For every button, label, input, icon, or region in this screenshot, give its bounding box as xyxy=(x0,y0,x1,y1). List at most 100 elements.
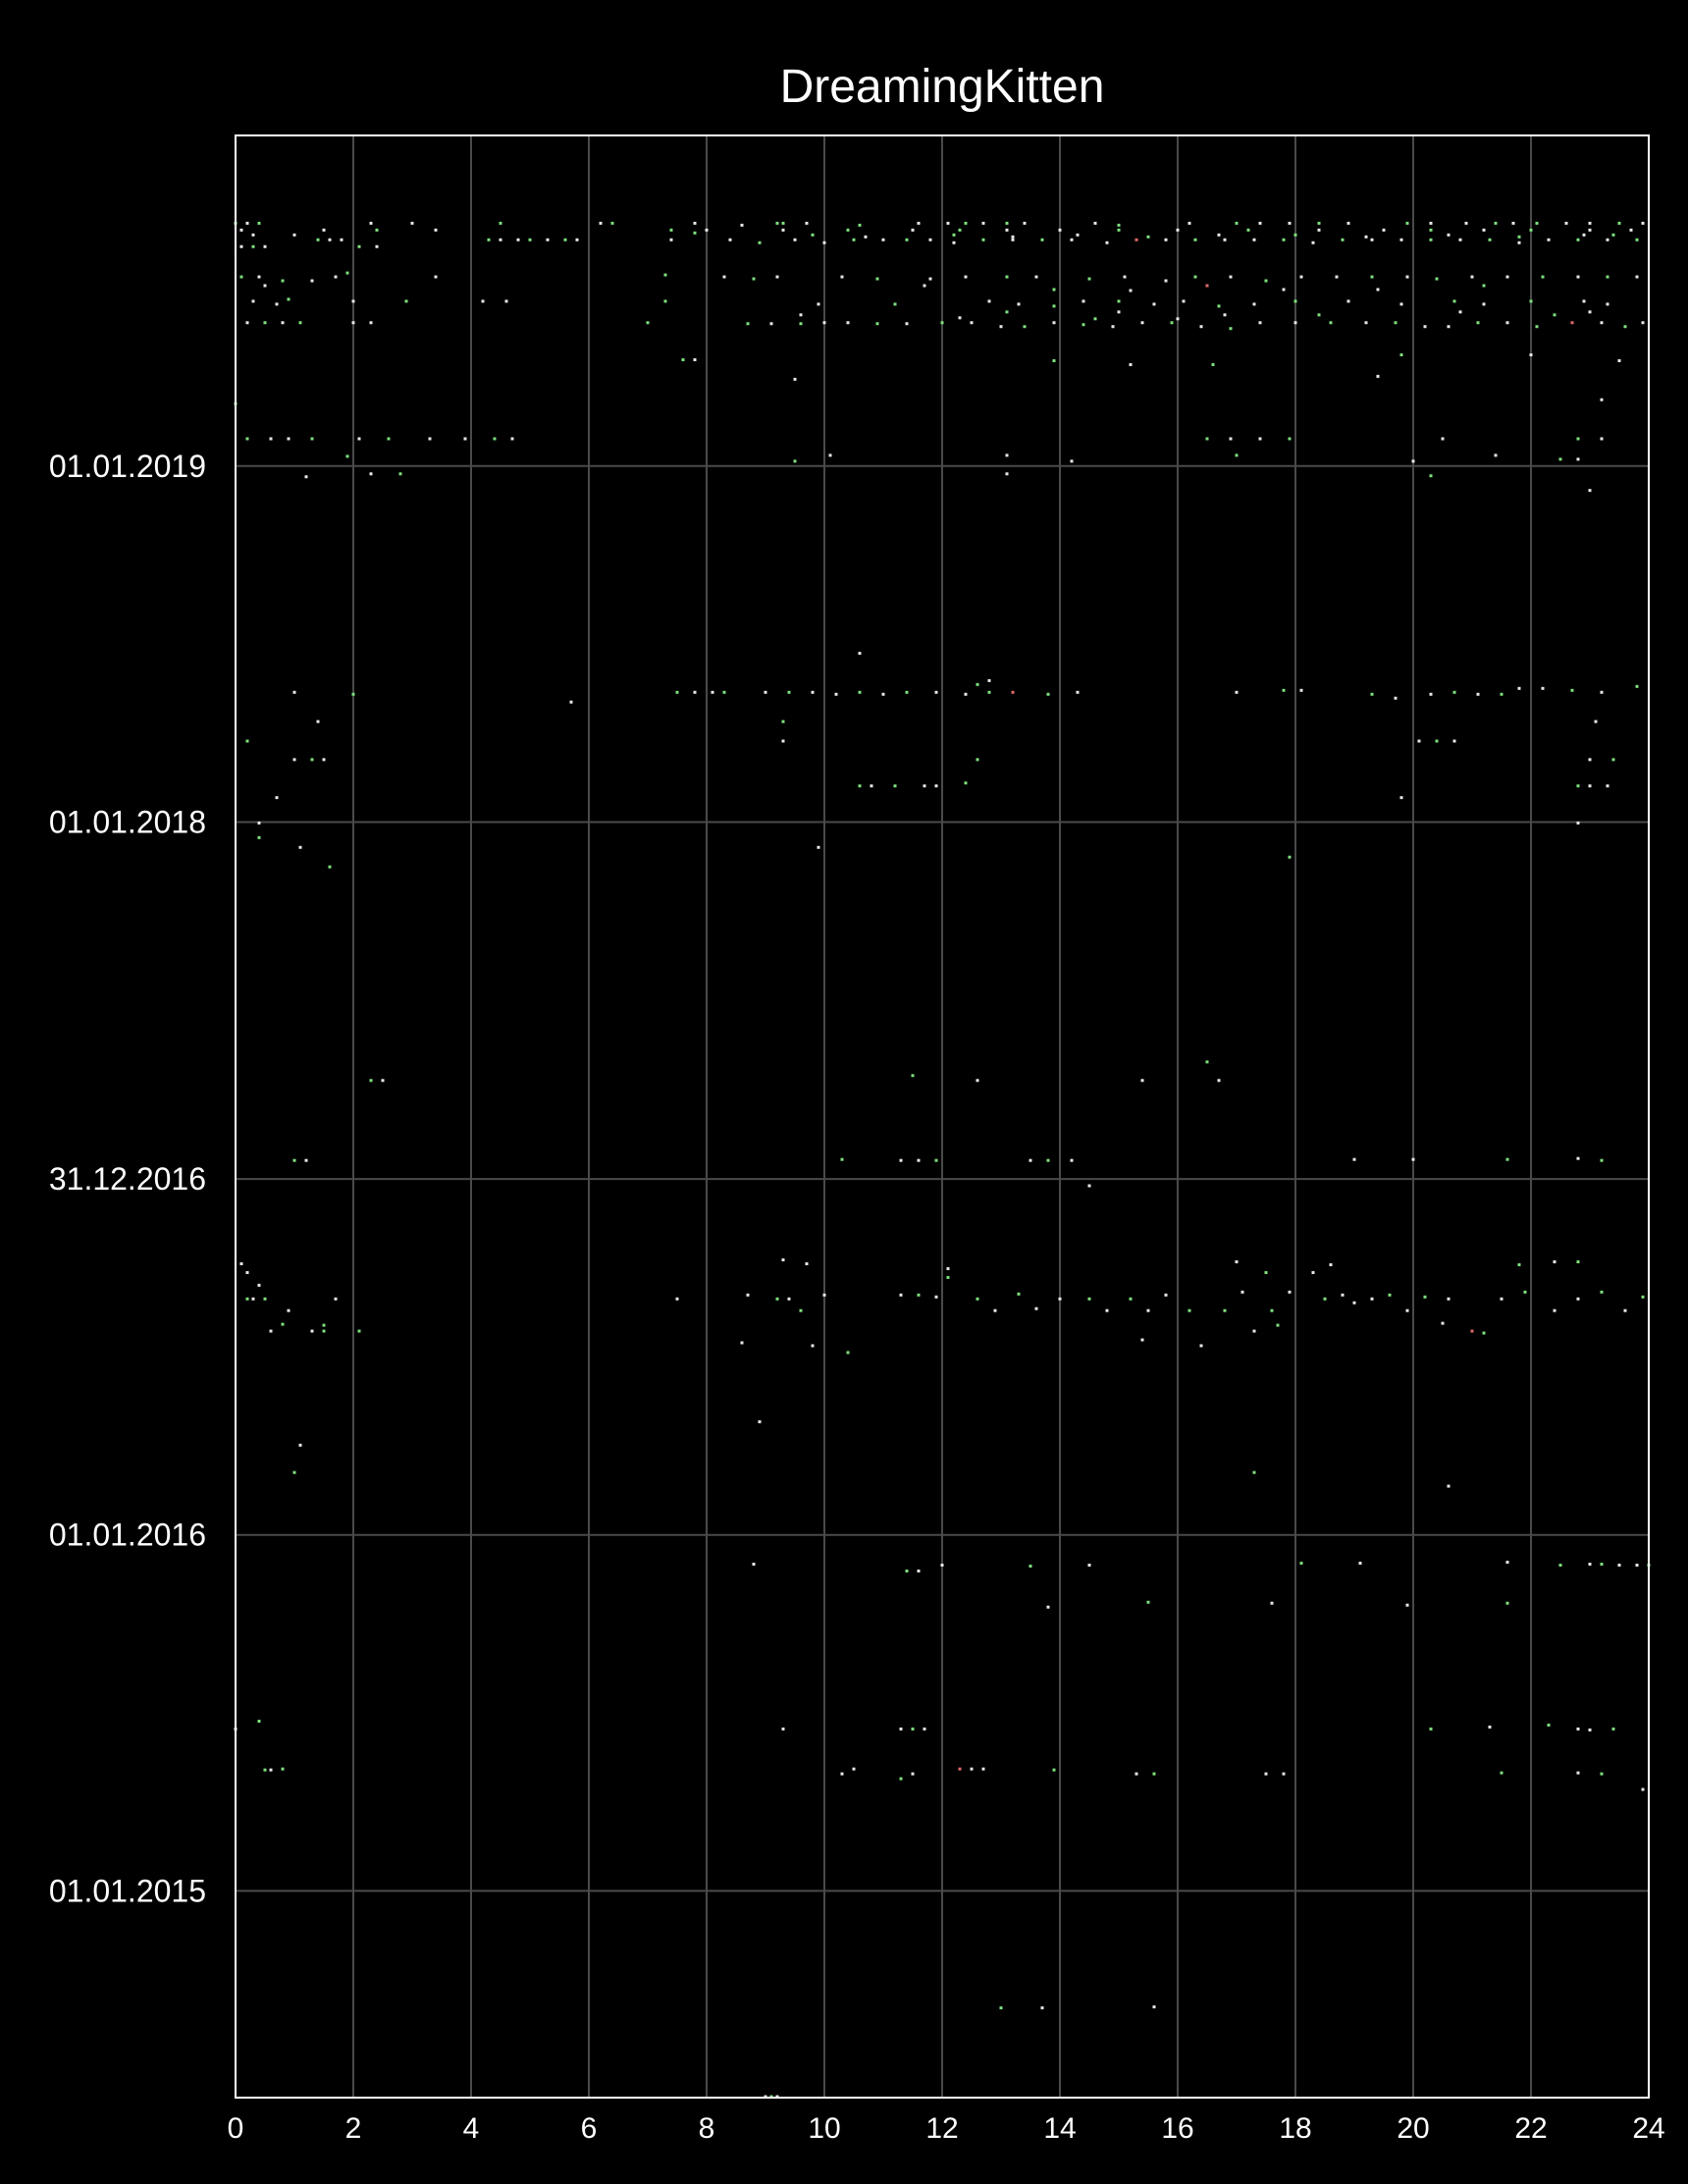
data-point xyxy=(1087,1564,1091,1568)
data-point xyxy=(1005,221,1009,225)
data-point xyxy=(899,1293,903,1297)
data-point xyxy=(1617,359,1621,363)
x-tick-label: 0 xyxy=(228,2112,244,2145)
data-point xyxy=(740,223,744,227)
data-point xyxy=(351,321,355,325)
data-point xyxy=(1429,228,1433,232)
data-point xyxy=(1447,233,1451,237)
data-point xyxy=(1541,686,1545,690)
data-point xyxy=(398,472,402,476)
data-point xyxy=(1288,437,1292,441)
data-point xyxy=(310,758,314,762)
data-point xyxy=(811,1344,815,1348)
data-point xyxy=(1311,1270,1315,1274)
data-point xyxy=(1529,228,1533,232)
data-point xyxy=(805,221,809,225)
data-point xyxy=(357,437,361,441)
data-point xyxy=(257,835,261,839)
data-point xyxy=(1270,1308,1274,1312)
data-point xyxy=(1388,1293,1392,1297)
data-point xyxy=(1611,758,1615,762)
data-point xyxy=(1576,1297,1580,1301)
data-point xyxy=(1352,1301,1356,1305)
data-point xyxy=(646,321,650,325)
data-point xyxy=(434,228,438,232)
data-point xyxy=(1588,221,1592,225)
data-point xyxy=(946,1275,950,1279)
data-point xyxy=(245,1270,249,1274)
data-point xyxy=(1040,2006,1044,2010)
y-tick-label: 01.01.2016 xyxy=(49,1518,206,1553)
data-point xyxy=(928,277,932,281)
data-point xyxy=(1617,221,1621,225)
data-point xyxy=(970,321,974,325)
data-point xyxy=(434,275,438,279)
data-point xyxy=(1005,275,1009,279)
data-point xyxy=(1435,277,1439,281)
data-point xyxy=(875,277,879,281)
data-point xyxy=(817,845,820,849)
data-point xyxy=(1293,299,1297,303)
data-point xyxy=(1641,221,1645,225)
data-point xyxy=(1076,690,1080,694)
data-point xyxy=(1052,288,1056,292)
x-tick-label: 20 xyxy=(1397,2112,1429,2145)
data-point xyxy=(799,1308,803,1312)
data-point xyxy=(345,454,349,458)
data-point xyxy=(911,1772,915,1776)
data-point xyxy=(999,325,1003,329)
data-point xyxy=(1134,238,1138,241)
data-point xyxy=(1547,238,1551,241)
data-point xyxy=(1529,299,1533,303)
data-point xyxy=(1229,437,1233,441)
data-point xyxy=(334,275,338,279)
data-point xyxy=(1117,228,1121,232)
data-point xyxy=(1093,317,1097,321)
data-point xyxy=(1046,1605,1050,1609)
data-point xyxy=(1423,1295,1427,1299)
data-point xyxy=(946,1266,950,1270)
data-point xyxy=(805,1262,809,1266)
data-point xyxy=(711,690,714,694)
data-point xyxy=(304,475,308,479)
data-point xyxy=(852,1767,856,1771)
data-point xyxy=(1087,1184,1091,1188)
data-point xyxy=(1429,221,1433,225)
data-point xyxy=(1052,1768,1056,1772)
data-point xyxy=(1358,1562,1362,1566)
data-point xyxy=(1093,221,1097,225)
data-point xyxy=(1176,317,1180,321)
data-point xyxy=(369,1079,373,1083)
data-point xyxy=(934,1295,938,1299)
data-point xyxy=(1058,1297,1062,1301)
data-point xyxy=(1553,313,1556,317)
data-point xyxy=(1329,321,1333,325)
data-point xyxy=(304,1158,308,1162)
data-point xyxy=(1588,310,1592,314)
data-point xyxy=(1081,323,1085,327)
data-point xyxy=(999,2006,1003,2010)
data-point xyxy=(905,1569,909,1572)
data-point xyxy=(245,437,249,441)
data-point xyxy=(1152,302,1156,306)
data-point xyxy=(369,221,373,225)
data-point xyxy=(1346,299,1350,303)
data-point xyxy=(1370,692,1374,696)
data-point xyxy=(1264,279,1268,283)
data-point xyxy=(287,297,290,301)
data-point xyxy=(357,244,361,248)
data-point xyxy=(1282,1772,1286,1776)
data-point xyxy=(822,240,826,244)
data-point xyxy=(722,275,726,279)
data-point xyxy=(740,1341,744,1345)
data-point xyxy=(263,1297,267,1301)
data-point xyxy=(1187,1308,1191,1312)
data-point xyxy=(952,240,956,244)
data-point xyxy=(934,1158,938,1162)
x-tick-label: 16 xyxy=(1161,2112,1193,2145)
x-axis-ticks: 0 2 4 6 8 10 12 14 16 18 20 22 24 xyxy=(228,2112,1665,2145)
data-point xyxy=(917,1569,921,1572)
x-tick-label: 10 xyxy=(808,2112,840,2145)
